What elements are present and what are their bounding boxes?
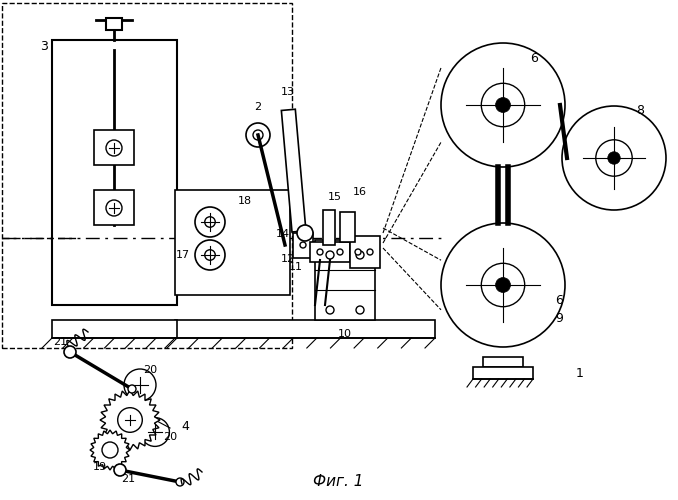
Bar [483, 357, 523, 367]
Bar [323, 210, 335, 245]
Circle shape [496, 278, 511, 292]
Text: 16: 16 [353, 187, 367, 197]
Circle shape [300, 234, 306, 240]
Bar [94, 190, 134, 225]
Text: 14: 14 [276, 229, 290, 239]
Bar [52, 40, 177, 305]
Text: 15: 15 [328, 192, 342, 202]
Bar [350, 236, 380, 268]
Bar [52, 320, 177, 338]
Bar [473, 367, 533, 379]
Bar [2, 3, 292, 348]
Text: 21: 21 [53, 337, 67, 347]
Text: 2: 2 [254, 102, 262, 112]
Circle shape [176, 478, 184, 486]
Text: Фиг. 1: Фиг. 1 [313, 474, 363, 490]
Text: 13: 13 [281, 87, 295, 97]
Text: 6: 6 [530, 52, 538, 64]
Circle shape [355, 249, 361, 255]
Bar [310, 242, 350, 262]
Text: 3: 3 [40, 40, 48, 53]
Text: 10: 10 [338, 329, 352, 339]
Circle shape [128, 385, 136, 393]
Bar [94, 130, 134, 165]
Text: 12: 12 [281, 254, 295, 264]
Bar [293, 233, 313, 258]
Circle shape [337, 249, 343, 255]
Circle shape [297, 225, 313, 241]
Circle shape [607, 152, 620, 164]
Polygon shape [90, 430, 130, 470]
Circle shape [367, 249, 373, 255]
Circle shape [300, 242, 306, 248]
Text: 4: 4 [181, 420, 189, 433]
Bar [315, 240, 375, 320]
Circle shape [64, 346, 76, 358]
Text: 9: 9 [555, 312, 563, 325]
Text: 18: 18 [238, 196, 252, 206]
Bar [106, 18, 122, 30]
Bar [175, 190, 290, 295]
Circle shape [114, 464, 126, 476]
Circle shape [102, 442, 118, 458]
Bar [340, 212, 355, 242]
Text: 11: 11 [289, 262, 303, 272]
Circle shape [356, 306, 364, 314]
Circle shape [496, 98, 511, 112]
Text: 20: 20 [163, 432, 177, 442]
Text: 1: 1 [576, 367, 584, 380]
Circle shape [356, 251, 364, 259]
Circle shape [317, 249, 323, 255]
Circle shape [326, 251, 334, 259]
Text: 20: 20 [143, 365, 157, 375]
Polygon shape [100, 390, 160, 450]
Text: 17: 17 [176, 250, 190, 260]
Circle shape [326, 306, 334, 314]
Circle shape [118, 408, 142, 432]
Bar [175, 320, 435, 338]
Text: 19: 19 [93, 462, 107, 472]
Text: 21: 21 [121, 474, 135, 484]
Text: 6: 6 [555, 294, 563, 306]
Bar [281, 109, 306, 232]
Text: 8: 8 [636, 104, 644, 117]
